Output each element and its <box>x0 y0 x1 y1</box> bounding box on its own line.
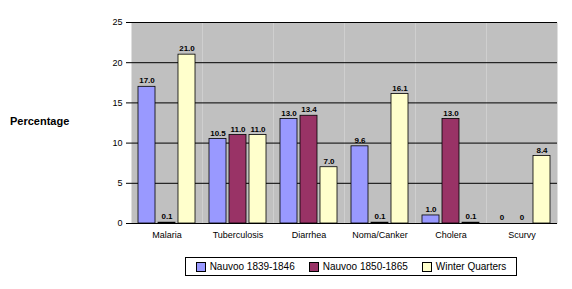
svg-text:10: 10 <box>112 138 122 148</box>
svg-text:Diarrhea: Diarrhea <box>292 230 327 240</box>
svg-text:9.6: 9.6 <box>354 136 366 145</box>
svg-text:Noma/Canker: Noma/Canker <box>352 230 408 240</box>
svg-text:Cholera: Cholera <box>435 230 467 240</box>
svg-text:10.5: 10.5 <box>210 129 226 138</box>
html-text:Nauvoo 1850-1865: Nauvoo 1850-1865 <box>322 261 408 272</box>
svg-text:25: 25 <box>112 17 122 27</box>
svg-text:11.0: 11.0 <box>250 125 266 134</box>
svg-text:8.4: 8.4 <box>536 146 548 155</box>
html-text:Nauvoo 1839-1846: Nauvoo 1839-1846 <box>209 261 295 272</box>
svg-text:15: 15 <box>112 98 122 108</box>
svg-text:13.0: 13.0 <box>281 109 297 118</box>
svg-text:5: 5 <box>117 178 122 188</box>
html-text:Winter Quarters: Winter Quarters <box>435 261 507 272</box>
svg-text:1.0: 1.0 <box>425 205 437 214</box>
svg-text:13.0: 13.0 <box>443 109 459 118</box>
svg-text:0.1: 0.1 <box>374 212 386 221</box>
svg-text:0: 0 <box>500 213 505 222</box>
svg-text:0.1: 0.1 <box>161 212 173 221</box>
svg-text:7.0: 7.0 <box>323 157 335 166</box>
svg-text:11.0: 11.0 <box>230 125 246 134</box>
svg-text:0: 0 <box>520 213 525 222</box>
svg-text:Scurvy: Scurvy <box>508 230 536 240</box>
svg-text:20: 20 <box>112 58 122 68</box>
svg-text:13.4: 13.4 <box>301 105 317 114</box>
svg-text:16.1: 16.1 <box>392 84 408 93</box>
svg-text:0.1: 0.1 <box>465 212 477 221</box>
svg-text:21.0: 21.0 <box>179 44 195 53</box>
svg-text:17.0: 17.0 <box>139 76 155 85</box>
svg-text:Malaria: Malaria <box>152 230 182 240</box>
svg-text:0: 0 <box>117 218 122 228</box>
html-text:Percentage: Percentage <box>10 115 70 127</box>
svg-text:Tuberculosis: Tuberculosis <box>213 230 264 240</box>
